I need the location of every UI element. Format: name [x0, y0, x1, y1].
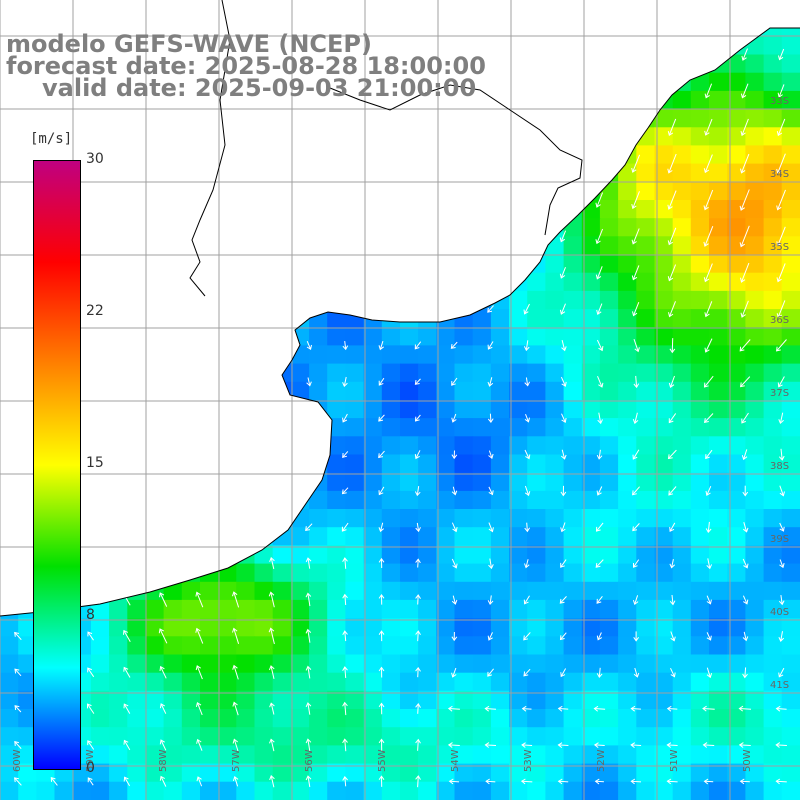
lat-label: 34S	[770, 169, 789, 180]
lon-label: 60W	[12, 749, 23, 772]
valid-date: valid date: 2025-09-03 21:00:00	[42, 74, 477, 102]
colorbar	[33, 160, 81, 770]
lon-label: 58W	[158, 749, 169, 772]
lon-label: 54W	[450, 749, 461, 772]
lon-label: 50W	[742, 749, 753, 772]
lon-label: 53W	[523, 749, 534, 772]
model-title: modelo GEFS-WAVE (NCEP)	[6, 30, 372, 58]
lon-label: 51W	[669, 749, 680, 772]
wind-direction-arrows	[14, 48, 787, 788]
coastline	[0, 0, 800, 617]
lon-label: 55W	[377, 749, 388, 772]
lat-label: 40S	[770, 607, 789, 618]
graticule-labels: 33S 34S 35S 36S 37S 38S 39S 40S 41S 60W 59W 58W 57W 5…	[12, 96, 789, 772]
colorbar-tick-8: 8	[86, 607, 95, 623]
forecast-date: forecast date: 2025-08-28 18:00:00	[6, 52, 486, 80]
lat-label: 35S	[770, 242, 789, 253]
lon-label: 59W	[85, 749, 96, 772]
colorbar-tick-15: 15	[86, 455, 104, 471]
lat-label: 33S	[770, 96, 789, 107]
lat-label: 41S	[770, 680, 789, 691]
lon-label: 52W	[596, 749, 607, 772]
lat-label: 36S	[770, 315, 789, 326]
lat-label: 37S	[770, 388, 789, 399]
colorbar-units: [m/s]	[30, 131, 73, 147]
colorbar-tick-30: 30	[86, 151, 104, 167]
colorbar-tick-0: 0	[86, 760, 95, 776]
land-mask	[0, 0, 800, 616]
lon-label: 56W	[304, 749, 315, 772]
lon-label: 57W	[231, 749, 242, 772]
colorbar-tick-22: 22	[86, 303, 104, 319]
lat-label: 39S	[770, 534, 789, 545]
lat-label: 38S	[770, 461, 789, 472]
